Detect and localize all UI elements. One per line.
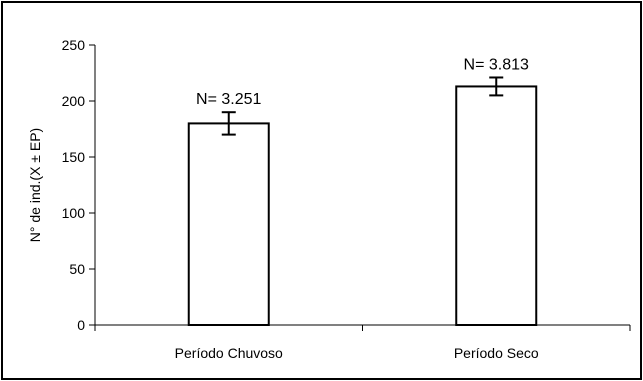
bar-annotation: N= 3.251 [196, 91, 261, 108]
x-axis: Período Chuvoso Período Seco [94, 324, 631, 361]
x-category-label: Período Seco [454, 345, 539, 361]
error-bars [221, 76, 504, 136]
data-annotations: N= 3.251 N= 3.813 [196, 56, 529, 108]
y-tick-label: 250 [62, 37, 86, 53]
x-category-label: Período Chuvoso [175, 345, 283, 361]
y-tick-label: 0 [77, 317, 85, 333]
y-tick-label: 150 [62, 149, 86, 165]
y-tick-label: 50 [69, 261, 85, 277]
y-tick-label: 100 [62, 205, 86, 221]
bar-annotation: N= 3.813 [464, 56, 529, 73]
y-axis-title: N° de ind.(X ± EP) [27, 128, 43, 242]
y-tick-label: 200 [62, 93, 86, 109]
bars [187, 85, 538, 327]
bar [455, 85, 538, 326]
y-axis: 0 50 100 150 200 250 [62, 37, 96, 333]
bar [187, 122, 270, 327]
